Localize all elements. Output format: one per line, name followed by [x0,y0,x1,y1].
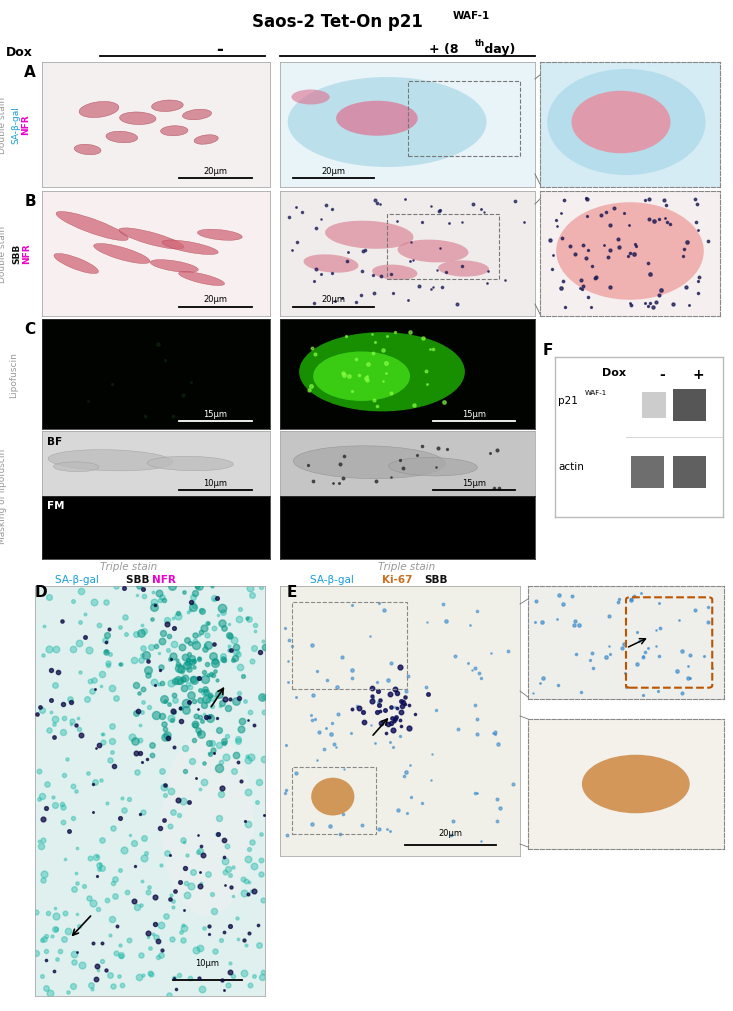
Ellipse shape [147,457,233,471]
Text: WAF-1: WAF-1 [453,11,490,21]
Text: +: + [693,367,704,381]
Ellipse shape [197,229,242,241]
Ellipse shape [572,92,671,154]
Ellipse shape [397,241,468,263]
Text: SBB: SBB [424,574,448,584]
Text: Lipofuscin: Lipofuscin [10,352,18,397]
Text: SA-β-gal: SA-β-gal [12,106,21,144]
Text: 15μm: 15μm [462,409,486,419]
Ellipse shape [150,261,198,273]
Ellipse shape [336,102,418,136]
Text: Triple stain: Triple stain [100,561,157,571]
Text: th: th [475,39,485,49]
Ellipse shape [388,458,477,476]
Text: Double stain: Double stain [0,96,7,154]
Ellipse shape [548,70,706,176]
Text: Saos-2 Tet-On p21: Saos-2 Tet-On p21 [251,13,423,31]
Text: E: E [287,584,298,600]
Text: day): day) [480,43,515,57]
Text: -: - [659,367,665,381]
Text: 15μm: 15μm [203,409,227,419]
Text: SA-β-gal: SA-β-gal [310,574,357,584]
Text: + (8: + (8 [429,43,458,57]
Text: Ki-67: Ki-67 [382,574,413,584]
Ellipse shape [312,777,354,816]
Ellipse shape [74,146,101,156]
Text: FM: FM [47,500,64,511]
Ellipse shape [313,352,410,401]
FancyBboxPatch shape [630,457,664,488]
Text: C: C [24,321,36,337]
Ellipse shape [54,254,98,274]
Ellipse shape [79,102,119,118]
Text: 20μm: 20μm [203,167,227,175]
Text: Dox: Dox [6,45,33,59]
Text: 20μm: 20μm [203,295,227,304]
Ellipse shape [179,272,224,286]
Ellipse shape [152,101,183,112]
Ellipse shape [293,446,445,479]
Ellipse shape [303,255,358,273]
Ellipse shape [119,113,156,125]
FancyBboxPatch shape [673,389,706,422]
Ellipse shape [56,212,128,242]
Text: Double stain: Double stain [0,225,7,282]
FancyBboxPatch shape [642,393,666,419]
Text: NFR: NFR [21,114,31,135]
Text: NFR: NFR [152,574,176,584]
Text: 20μm: 20μm [322,167,345,175]
Text: NFR: NFR [23,244,32,264]
Text: actin: actin [559,461,584,471]
Ellipse shape [438,261,489,277]
Text: 15μm: 15μm [462,478,486,487]
Text: D: D [35,584,48,600]
Text: 20μm: 20μm [438,828,463,837]
Ellipse shape [194,135,218,146]
Ellipse shape [556,203,704,300]
Text: B: B [24,194,36,209]
Text: 20μm: 20μm [322,295,345,304]
Ellipse shape [94,245,150,264]
FancyBboxPatch shape [673,457,706,488]
Text: SBB: SBB [12,244,21,264]
Text: BF: BF [47,436,62,446]
Text: 10μm: 10μm [203,478,227,487]
Ellipse shape [372,265,417,281]
Text: SA-β-gal: SA-β-gal [55,574,102,584]
Ellipse shape [106,132,138,144]
Text: WAF-1: WAF-1 [585,390,608,396]
Ellipse shape [299,333,465,412]
Ellipse shape [54,462,99,472]
Ellipse shape [292,90,330,105]
Text: -: - [216,41,224,59]
Text: Dox: Dox [602,367,626,377]
Ellipse shape [119,228,184,250]
Text: SBB: SBB [126,574,153,584]
Text: Masking of lipofuscin: Masking of lipofuscin [0,448,7,543]
Text: F: F [543,343,553,358]
Text: A: A [24,65,36,80]
Ellipse shape [325,221,413,250]
Ellipse shape [183,110,212,120]
Ellipse shape [161,126,188,136]
Ellipse shape [162,241,218,255]
Ellipse shape [161,732,254,916]
Ellipse shape [48,450,173,471]
Text: p21: p21 [559,396,578,405]
Ellipse shape [582,755,690,814]
Ellipse shape [287,78,487,168]
Text: 10μm: 10μm [196,958,219,968]
Text: Triple stain: Triple stain [378,561,435,571]
